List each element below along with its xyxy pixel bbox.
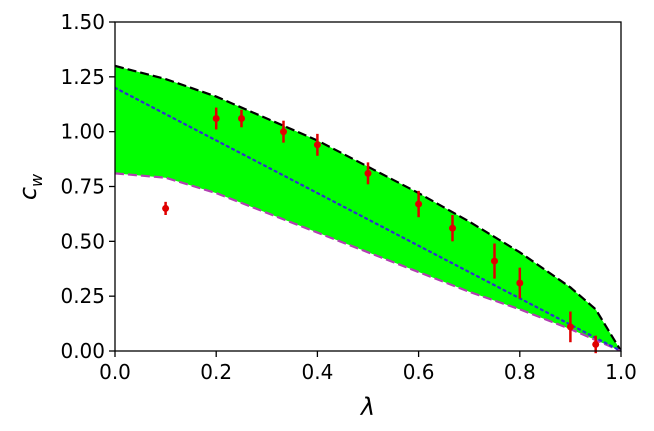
y-axis-label: cw bbox=[14, 173, 46, 200]
data-point bbox=[491, 257, 498, 265]
data-point bbox=[313, 141, 321, 149]
y-tick-label: 1.50 bbox=[60, 10, 105, 34]
y-tick-label: 0.00 bbox=[60, 339, 105, 363]
data-point bbox=[566, 323, 574, 331]
y-tick-label: 1.25 bbox=[60, 65, 105, 89]
confidence-band bbox=[115, 65, 621, 351]
x-tick-label: 0.4 bbox=[301, 360, 333, 384]
series-line-1 bbox=[115, 172, 621, 351]
data-point bbox=[212, 115, 220, 123]
y-tick-label: 0.25 bbox=[60, 284, 105, 308]
y-tick-label: 1.00 bbox=[60, 120, 105, 144]
data-point bbox=[162, 204, 170, 212]
x-tick-label: 0.0 bbox=[99, 360, 131, 384]
plot-area bbox=[115, 64, 621, 354]
data-point bbox=[592, 340, 600, 348]
axes: 0.0 0.2 0.4 0.6 0.8 1.0 0.00 0.25 0.50 0.75 1.00 1.… bbox=[60, 10, 636, 384]
x-tick-label: 0.6 bbox=[403, 360, 435, 384]
y-tick-label: 0.75 bbox=[60, 175, 105, 199]
y-axis-label-main: c bbox=[14, 187, 42, 200]
x-axis-label: λ bbox=[359, 393, 375, 421]
y-tick-label: 0.50 bbox=[60, 229, 105, 253]
plot-content bbox=[115, 64, 621, 351]
data-point bbox=[238, 115, 245, 123]
data-point bbox=[279, 128, 287, 136]
x-tick-label: 0.2 bbox=[200, 360, 232, 384]
data-point bbox=[449, 224, 457, 232]
data-point bbox=[364, 169, 372, 177]
x-tick-label: 1.0 bbox=[605, 360, 637, 384]
y-axis-label-subscript: w bbox=[27, 173, 46, 187]
series-line-0 bbox=[115, 64, 621, 351]
data-point bbox=[415, 200, 423, 208]
data-point bbox=[516, 279, 524, 287]
series-line-2 bbox=[115, 86, 621, 351]
x-tick-label: 0.8 bbox=[504, 360, 536, 384]
